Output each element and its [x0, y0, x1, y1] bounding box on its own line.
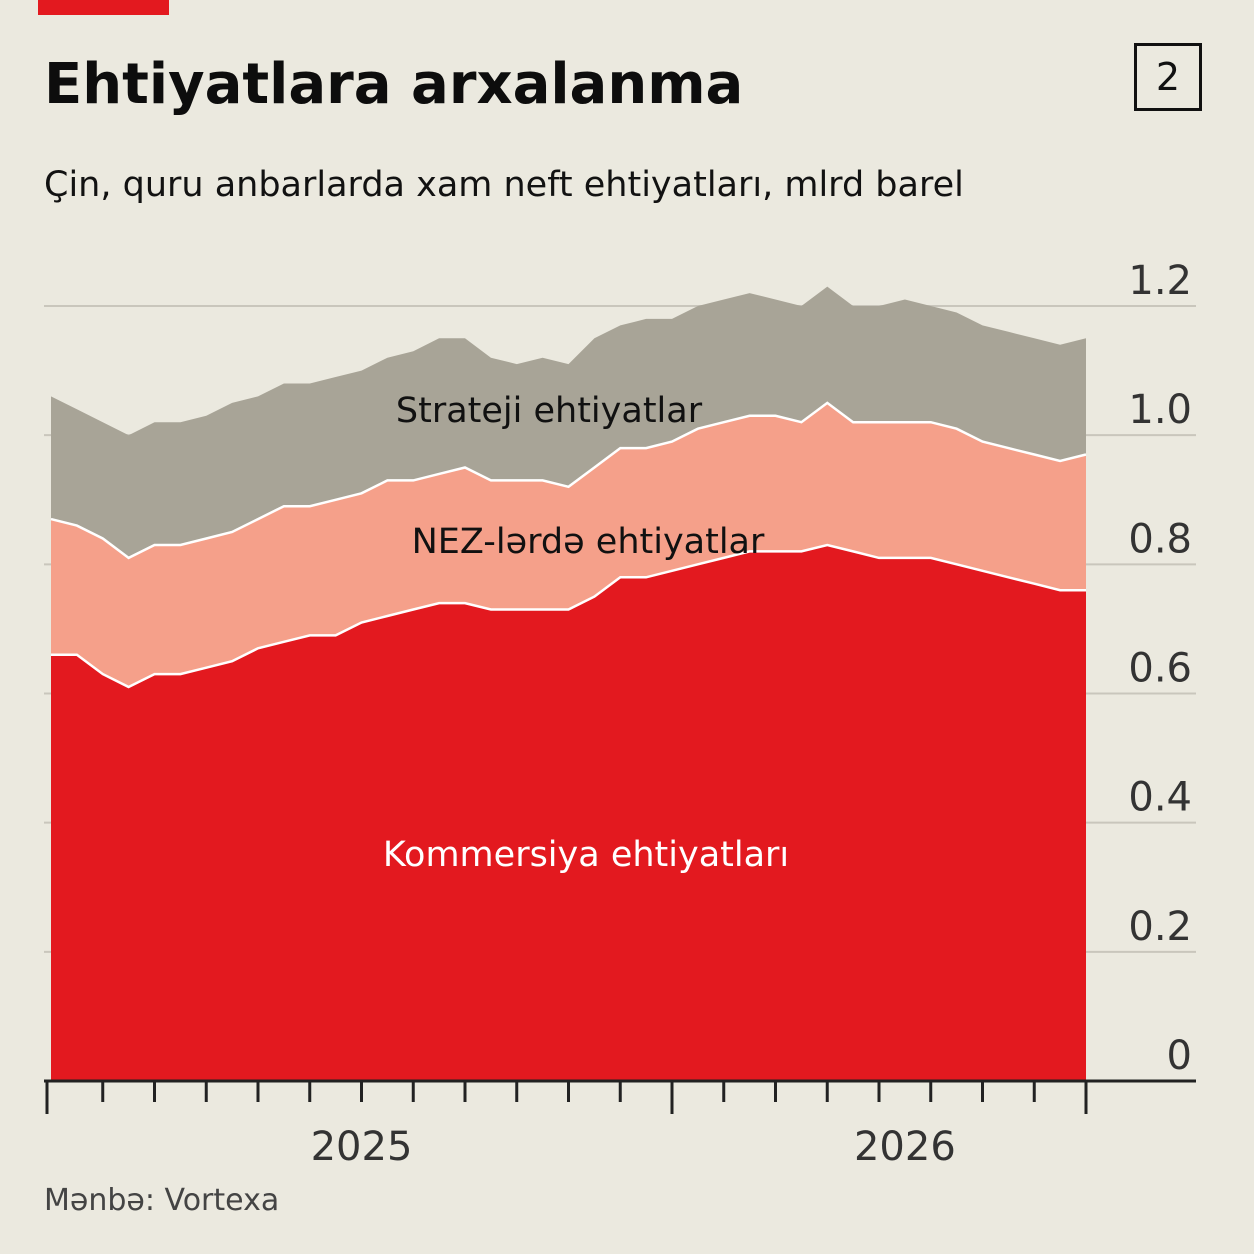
- chart-title: Ehtiyatlara arxalanma: [44, 52, 744, 117]
- series-separator-line: [51, 543, 1086, 689]
- x-axis: 2025 2026: [44, 1079, 1196, 1170]
- area-nez-reserves: [51, 402, 1086, 687]
- chart-subtitle: Çin, quru anbarlarda xam neft ehtiyatlar…: [44, 165, 964, 205]
- y-tick-label: 0.4: [1128, 775, 1192, 821]
- area-strategic-reserves: [51, 286, 1086, 558]
- series-labels: Kommersiya ehtiyatları NEZ-lərdə ehtiyatl…: [383, 391, 789, 875]
- accent-bar: [38, 0, 169, 15]
- label-nez-reserves: NEZ-lərdə ehtiyatlar: [412, 522, 765, 562]
- y-tick-label: 0: [1167, 1033, 1192, 1079]
- y-axis-labels: 0 0.2 0.4 0.6 0.8 1.0 1.2: [1128, 258, 1192, 1079]
- y-tick-label: 0.2: [1128, 904, 1192, 950]
- y-tick-label: 1.2: [1128, 258, 1192, 304]
- source-note: Mənbə: Vortexa: [44, 1183, 280, 1218]
- area-series: [50, 286, 1087, 1081]
- y-tick-label: 1.0: [1128, 387, 1192, 433]
- label-strategic-reserves: Strateji ehtiyatlar: [396, 391, 703, 431]
- series-separator-line: [50, 401, 1087, 560]
- x-tick-label: 2025: [311, 1124, 413, 1170]
- x-tick-label: 2026: [854, 1124, 956, 1170]
- y-tick-label: 0.6: [1128, 646, 1192, 692]
- label-commercial-reserves: Kommersiya ehtiyatları: [383, 835, 789, 875]
- y-tick-label: 0.8: [1128, 516, 1192, 562]
- chart-number-badge: 2: [1134, 43, 1202, 111]
- area-commercial-reserves: [51, 545, 1086, 1081]
